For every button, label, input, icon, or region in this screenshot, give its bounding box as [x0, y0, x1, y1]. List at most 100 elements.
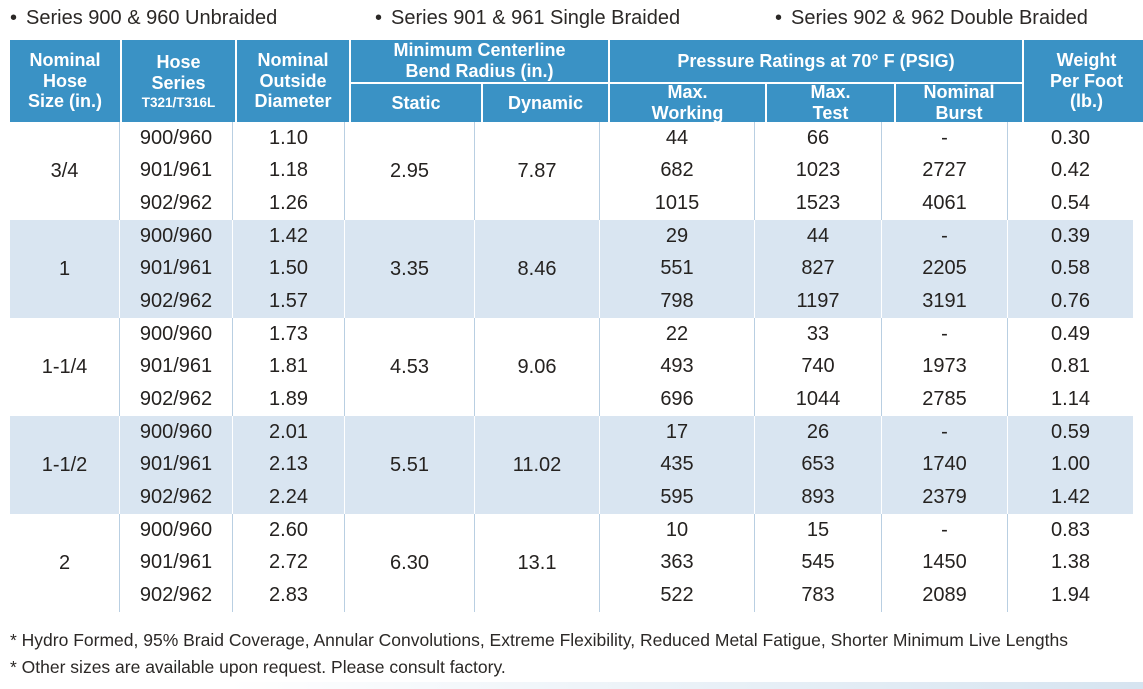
nominal-burst-cell: -	[882, 122, 1008, 155]
max-test-cell: 66	[755, 122, 882, 155]
outside-diameter-cell: 2.24	[233, 481, 345, 514]
dynamic-bend-radius-cell: 7.87	[475, 122, 600, 220]
max-working-cell: 522	[600, 579, 755, 612]
outside-diameter-cell: 1.18	[233, 154, 345, 188]
hose-series-cell: 902/962	[120, 579, 233, 612]
max-working-cell: 493	[600, 350, 755, 384]
weight-cell: 0.54	[1051, 192, 1090, 215]
hose-size-cell: 1-1/4	[10, 318, 120, 416]
hose-series-cell: 901/961	[120, 546, 233, 580]
dynamic-bend-radius-cell: 9.06	[475, 318, 600, 416]
outside-diameter-cell: 1.57	[233, 285, 345, 318]
max-test-cell: 653	[755, 448, 882, 482]
nominal-burst-cell: 1450	[882, 546, 1008, 580]
max-test-cell: 740	[755, 350, 882, 384]
weight-cell: 1.00	[1051, 453, 1090, 476]
group-header-bend-radius: Minimum Centerline Bend Radius (in.)	[351, 40, 608, 82]
max-test-cell: 15	[755, 514, 882, 547]
outside-diameter-cell: 1.42	[233, 220, 345, 253]
outside-diameter-cell: 2.01	[233, 416, 345, 449]
outside-diameter-cell: 1.73	[233, 318, 345, 351]
group-header-pressure-ratings: Pressure Ratings at 70° F (PSIG)	[610, 40, 1022, 82]
dynamic-bend-radius-cell: 13.1	[475, 514, 600, 612]
static-bend-radius-cell: 4.53	[345, 318, 475, 416]
max-test-cell: 783	[755, 579, 882, 612]
max-working-cell: 1015	[600, 187, 755, 220]
weight-cell: 0.58	[1051, 257, 1090, 280]
max-working-cell: 595	[600, 481, 755, 514]
max-working-cell: 798	[600, 285, 755, 318]
weight-cell: 0.59	[1051, 420, 1090, 443]
hose-series-cell: 902/962	[120, 187, 233, 220]
page-bottom-gradient	[0, 682, 1143, 689]
outside-diameter-cell: 1.10	[233, 122, 345, 155]
max-working-cell: 22	[600, 318, 755, 351]
dynamic-bend-radius-cell: 11.02	[475, 416, 600, 514]
hose-series-cell: 901/961	[120, 154, 233, 188]
hose-series-cell: 901/961	[120, 350, 233, 384]
outside-diameter-cell: 1.81	[233, 350, 345, 384]
max-test-cell: 827	[755, 252, 882, 286]
outside-diameter-cell: 1.89	[233, 383, 345, 416]
bullet-icon: •	[775, 7, 783, 29]
nominal-burst-cell: 4061	[882, 187, 1008, 220]
max-working-cell: 435	[600, 448, 755, 482]
col-header-hose-series: Hose Series T321/T316L	[122, 40, 235, 122]
outside-diameter-cell: 2.72	[233, 546, 345, 580]
max-working-cell: 551	[600, 252, 755, 286]
hose-series-title: Hose Series	[151, 51, 206, 93]
max-test-cell: 893	[755, 481, 882, 514]
hose-series-cell: 902/962	[120, 383, 233, 416]
col-header-max-test: Max. Test	[767, 82, 894, 123]
nominal-burst-cell: 3191	[882, 285, 1008, 318]
nominal-burst-cell: 2089	[882, 579, 1008, 612]
nominal-burst-cell: 1740	[882, 448, 1008, 482]
outside-diameter-cell: 2.60	[233, 514, 345, 547]
hose-series-cell: 900/960	[120, 318, 233, 351]
nominal-burst-cell: 2379	[882, 481, 1008, 514]
max-test-cell: 545	[755, 546, 882, 580]
table-group-3: 1-1/2 5.51 11.02 900/960 2.01 17 26- 0.59 901/96…	[10, 416, 1133, 514]
series-legend-item: • Series 902 & 962 Double Braided	[775, 7, 1088, 30]
max-test-cell: 33	[755, 318, 882, 351]
max-working-cell: 363	[600, 546, 755, 580]
weight-cell: 0.83	[1051, 518, 1090, 541]
series-legend: • Series 900 & 960 Unbraided • Series 901 …	[0, 0, 1143, 40]
hose-series-cell: 902/962	[120, 285, 233, 318]
weight-cell: 0.30	[1051, 126, 1090, 149]
table-group-4: 2 6.30 13.1 900/960 2.60 10 15- 0.83 901/961 2.72…	[10, 514, 1133, 612]
col-header-nominal-outside-diameter: Nominal Outside Diameter	[237, 40, 349, 122]
col-header-dynamic: Dynamic	[483, 84, 608, 122]
static-bend-radius-cell: 6.30	[345, 514, 475, 612]
col-header-nominal-burst: Nominal Burst	[896, 82, 1022, 123]
max-working-cell: 682	[600, 154, 755, 188]
weight-cell: 0.42	[1051, 159, 1090, 182]
nominal-burst-cell: -	[882, 318, 1008, 351]
max-test-cell: 1023	[755, 154, 882, 188]
hose-size-cell: 3/4	[10, 122, 120, 220]
series-legend-item: • Series 900 & 960 Unbraided	[10, 7, 277, 30]
outside-diameter-cell: 1.50	[233, 252, 345, 286]
table-group-1: 1 3.35 8.46 900/960 1.42 29 44- 0.39 901/961 1.50…	[10, 220, 1133, 318]
hose-series-cell: 900/960	[120, 416, 233, 449]
max-test-cell: 26	[755, 416, 882, 449]
max-test-cell: 1197	[755, 285, 882, 318]
series-legend-item: • Series 901 & 961 Single Braided	[375, 7, 680, 30]
col-header-weight-per-foot: Weight Per Foot (lb.)	[1024, 40, 1143, 122]
hose-series-cell: 901/961	[120, 448, 233, 482]
nominal-burst-cell: 1973	[882, 350, 1008, 384]
outside-diameter-cell: 2.13	[233, 448, 345, 482]
max-working-cell: 696	[600, 383, 755, 416]
series-legend-label: Series 902 & 962 Double Braided	[791, 7, 1088, 29]
max-working-cell: 29	[600, 220, 755, 253]
dynamic-bend-radius-cell: 8.46	[475, 220, 600, 318]
footnote: * Hydro Formed, 95% Braid Coverage, Annu…	[10, 630, 1068, 650]
weight-cell: 0.81	[1051, 355, 1090, 378]
table-body: 3/4 2.95 7.87 900/960 1.10 44 66-0.30 901/961 1.…	[10, 122, 1133, 612]
weight-cell: 0.49	[1051, 322, 1090, 345]
weight-cell: 1.14	[1051, 388, 1090, 411]
table-group-2: 1-1/4 4.53 9.06 900/960 1.73 22 33- 0.49 901/961…	[10, 318, 1133, 416]
max-working-cell: 17	[600, 416, 755, 449]
max-test-cell: 1044	[755, 383, 882, 416]
